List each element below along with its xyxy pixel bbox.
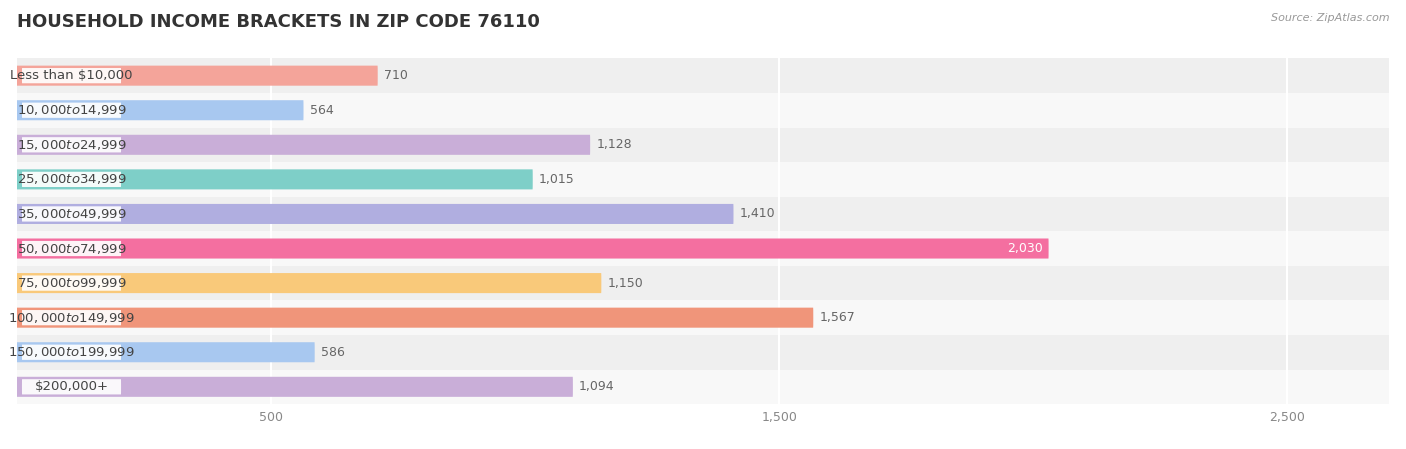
FancyBboxPatch shape (17, 238, 1049, 259)
Text: 2,030: 2,030 (1007, 242, 1042, 255)
Text: 1,567: 1,567 (820, 311, 855, 324)
FancyBboxPatch shape (17, 135, 591, 155)
Text: 1,410: 1,410 (740, 207, 775, 220)
FancyBboxPatch shape (17, 66, 378, 86)
FancyBboxPatch shape (17, 100, 304, 120)
Text: 564: 564 (309, 104, 333, 117)
Text: Source: ZipAtlas.com: Source: ZipAtlas.com (1271, 13, 1389, 23)
FancyBboxPatch shape (17, 169, 533, 189)
Text: 1,094: 1,094 (579, 380, 614, 393)
FancyBboxPatch shape (22, 310, 121, 325)
Text: 710: 710 (384, 69, 408, 82)
Text: $25,000 to $34,999: $25,000 to $34,999 (17, 172, 127, 186)
Bar (17, 128, 1389, 162)
FancyBboxPatch shape (22, 172, 121, 187)
Text: $15,000 to $24,999: $15,000 to $24,999 (17, 138, 127, 152)
Bar (17, 197, 1389, 231)
FancyBboxPatch shape (22, 379, 121, 394)
Bar (17, 162, 1389, 197)
FancyBboxPatch shape (17, 342, 315, 362)
FancyBboxPatch shape (17, 377, 572, 397)
FancyBboxPatch shape (22, 137, 121, 152)
Text: $35,000 to $49,999: $35,000 to $49,999 (17, 207, 127, 221)
FancyBboxPatch shape (22, 207, 121, 221)
Text: 586: 586 (321, 346, 344, 359)
Text: 1,015: 1,015 (538, 173, 575, 186)
Text: Less than $10,000: Less than $10,000 (10, 69, 132, 82)
FancyBboxPatch shape (22, 345, 121, 360)
Text: $150,000 to $199,999: $150,000 to $199,999 (8, 345, 135, 359)
Bar (17, 93, 1389, 128)
Text: $50,000 to $74,999: $50,000 to $74,999 (17, 242, 127, 255)
Bar (17, 231, 1389, 266)
Text: $100,000 to $149,999: $100,000 to $149,999 (8, 311, 135, 325)
Bar (17, 335, 1389, 370)
Text: 1,150: 1,150 (607, 277, 643, 290)
FancyBboxPatch shape (22, 276, 121, 291)
Text: HOUSEHOLD INCOME BRACKETS IN ZIP CODE 76110: HOUSEHOLD INCOME BRACKETS IN ZIP CODE 76… (17, 13, 540, 31)
Bar (17, 300, 1389, 335)
FancyBboxPatch shape (22, 103, 121, 118)
Text: 1,128: 1,128 (596, 138, 631, 151)
Text: $10,000 to $14,999: $10,000 to $14,999 (17, 103, 127, 117)
Bar (17, 58, 1389, 93)
Bar (17, 266, 1389, 300)
FancyBboxPatch shape (17, 204, 734, 224)
FancyBboxPatch shape (22, 68, 121, 83)
Text: $200,000+: $200,000+ (35, 380, 108, 393)
FancyBboxPatch shape (17, 273, 602, 293)
Text: $75,000 to $99,999: $75,000 to $99,999 (17, 276, 127, 290)
FancyBboxPatch shape (17, 308, 813, 328)
Bar (17, 370, 1389, 404)
FancyBboxPatch shape (22, 241, 121, 256)
